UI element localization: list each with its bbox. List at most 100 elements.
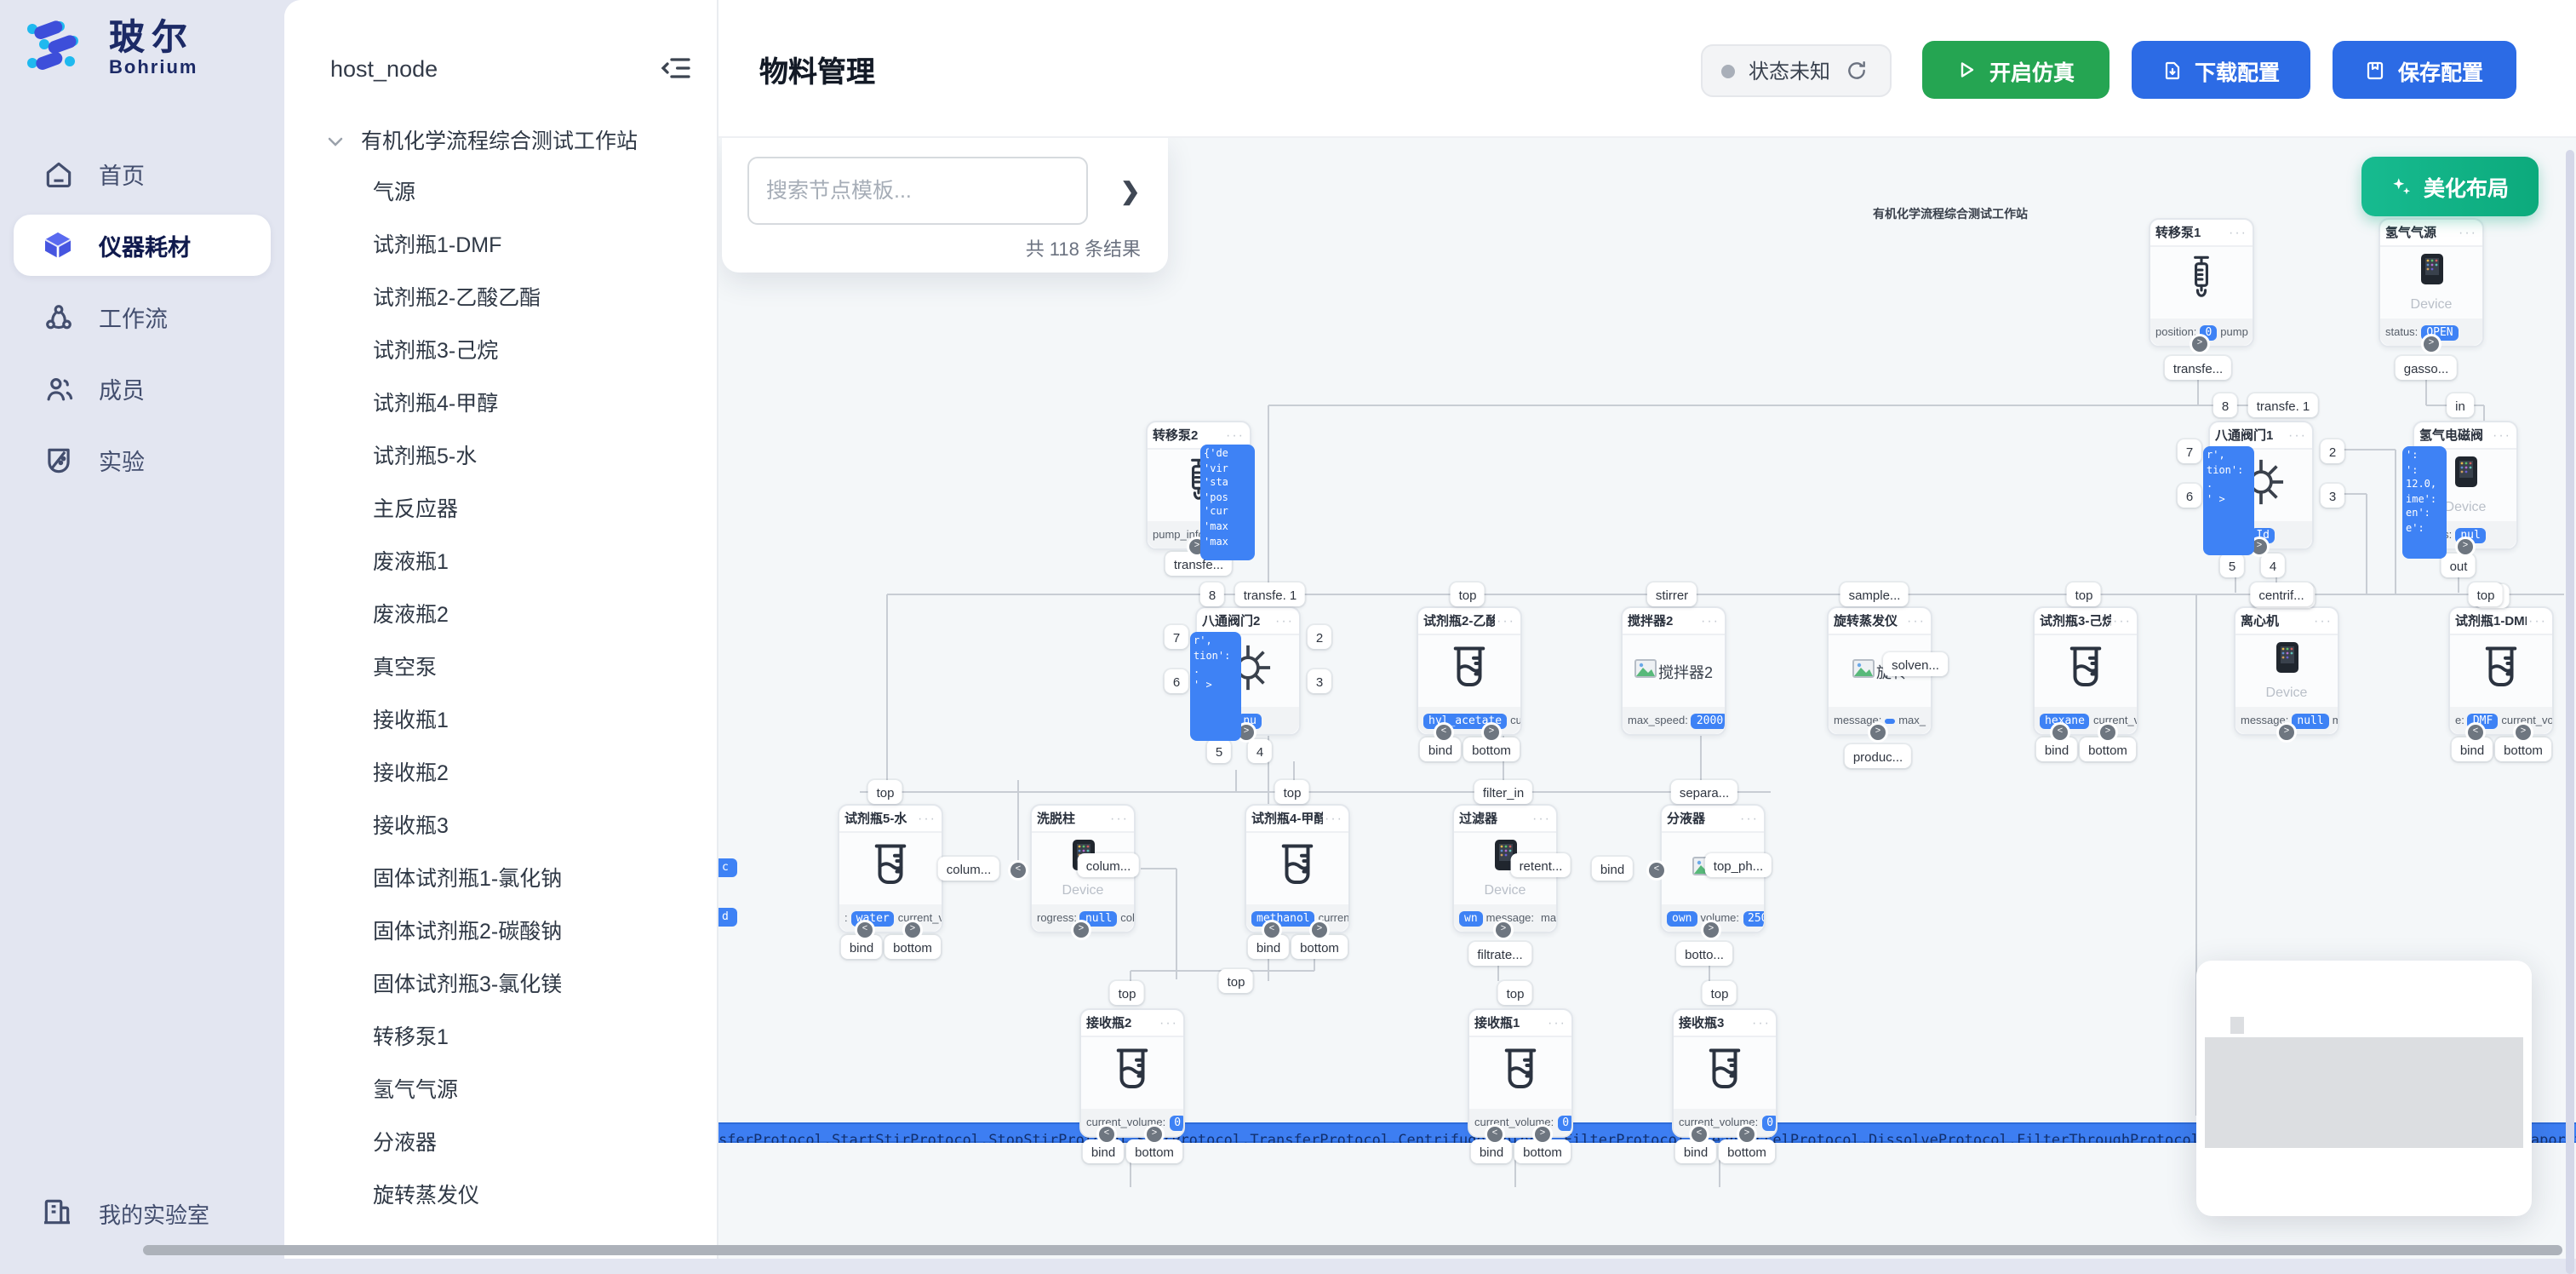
node-menu-icon[interactable]: ··· xyxy=(1907,613,1926,628)
flow-node[interactable]: 转移泵1 ··· position: 0 pump xyxy=(2149,218,2254,347)
flow-node[interactable]: 接收瓶1 ··· current_volume: 0 xyxy=(1468,1008,1573,1138)
horizontal-scrollbar[interactable] xyxy=(143,1245,2562,1255)
node-menu-icon[interactable]: ··· xyxy=(1226,428,1245,443)
node-menu-icon[interactable]: ··· xyxy=(918,811,936,826)
minimap[interactable] xyxy=(2196,961,2532,1216)
flow-node[interactable]: 试剂瓶1-DMF ··· e: DMF current_vol xyxy=(2448,606,2554,736)
node-menu-icon[interactable]: ··· xyxy=(1497,613,1515,628)
node-menu-icon[interactable]: ··· xyxy=(2113,613,2132,628)
sidebar-item-instruments[interactable]: 仪器耗材 xyxy=(14,215,271,276)
port-handle-icon[interactable]: > xyxy=(1239,725,1254,740)
port-handle-icon[interactable]: > xyxy=(1535,1127,1550,1142)
tree-item[interactable]: 试剂瓶1-DMF xyxy=(373,233,502,257)
param-value-badge[interactable]: hexane xyxy=(2040,713,2090,728)
node-menu-icon[interactable]: ··· xyxy=(2288,428,2307,443)
param-value-badge[interactable]: Id xyxy=(2251,527,2275,542)
flow-node[interactable]: 试剂瓶5-水 ···: water current_v xyxy=(838,804,943,933)
sidebar-item-members[interactable]: 成员 xyxy=(14,358,271,419)
port-handle-icon[interactable]: > xyxy=(1484,725,1499,740)
tree-item[interactable]: 固体试剂瓶1-氯化钠 xyxy=(373,867,563,891)
download-config-button[interactable]: 下载配置 xyxy=(2132,41,2310,99)
flow-node[interactable]: 搅拌器2 ··· 搅拌器2 max_speed: 2000 xyxy=(1621,606,1726,736)
node-menu-icon[interactable]: ··· xyxy=(2493,428,2511,443)
param-value-badge[interactable]: null xyxy=(1079,910,1118,926)
param-value-badge[interactable]: 0 xyxy=(1761,1115,1776,1130)
tree-item[interactable]: 真空泵 xyxy=(373,656,438,680)
search-input[interactable] xyxy=(747,157,1088,225)
search-expand-button[interactable]: ❯ xyxy=(1110,170,1148,211)
port-handle-icon[interactable]: < xyxy=(1010,863,1026,878)
collapse-panel-icon[interactable] xyxy=(659,51,693,85)
tree-item[interactable]: 氢气气源 xyxy=(373,1078,459,1102)
node-menu-icon[interactable]: ··· xyxy=(1159,1015,1178,1030)
port-handle-icon[interactable]: < xyxy=(1649,863,1664,878)
node-menu-icon[interactable]: ··· xyxy=(1740,811,1759,826)
port-handle-icon[interactable]: < xyxy=(2468,725,2483,740)
port-handle-icon[interactable]: > xyxy=(2192,336,2207,352)
status-badge[interactable]: 状态未知 xyxy=(1701,44,1892,97)
flow-canvas[interactable]: 有机化学流程综合测试工作站 sferProtocol,StartStirProt… xyxy=(718,138,2576,1259)
port-handle-icon[interactable]: < xyxy=(1436,725,1451,740)
port-handle-icon[interactable]: < xyxy=(857,922,873,938)
port-handle-icon[interactable]: > xyxy=(1312,922,1327,938)
tree-item[interactable]: 转移泵1 xyxy=(373,1025,449,1049)
sidebar-item-experiments[interactable]: 实验 xyxy=(14,429,271,491)
flow-node[interactable]: 接收瓶2 ··· current_volume: 0 xyxy=(1079,1008,1185,1138)
param-value-badge[interactable]: own xyxy=(1667,910,1697,926)
port-handle-icon[interactable]: > xyxy=(1703,922,1719,938)
param-value-badge[interactable]: nul xyxy=(2455,527,2486,542)
node-menu-icon[interactable]: ··· xyxy=(1548,1015,1566,1030)
tree-item[interactable]: 固体试剂瓶2-碳酸钠 xyxy=(373,920,563,944)
port-handle-icon[interactable]: > xyxy=(2424,336,2439,352)
sidebar-item-my-lab[interactable]: 我的实验室 xyxy=(14,1182,271,1243)
node-menu-icon[interactable]: ··· xyxy=(1110,811,1129,826)
port-handle-icon[interactable]: < xyxy=(1692,1127,1707,1142)
tree-item[interactable]: 废液瓶2 xyxy=(373,603,449,627)
beautify-layout-button[interactable]: 美化布局 xyxy=(2361,157,2539,216)
tree-item[interactable]: 接收瓶2 xyxy=(373,761,449,785)
port-handle-icon[interactable]: > xyxy=(1073,922,1089,938)
param-value-badge[interactable]: 2000 xyxy=(1691,713,1725,728)
port-handle-icon[interactable]: > xyxy=(1147,1127,1162,1142)
flow-node[interactable]: 试剂瓶2-乙酸乙酯··· hyl_acetatecurre xyxy=(1417,606,1522,736)
sidebar-item-home[interactable]: 首页 xyxy=(14,143,271,204)
port-handle-icon[interactable]: < xyxy=(1487,1127,1503,1142)
tree-item[interactable]: 接收瓶1 xyxy=(373,709,449,732)
sidebar-item-workflow[interactable]: 工作流 xyxy=(14,286,271,347)
port-handle-icon[interactable]: < xyxy=(1099,1127,1114,1142)
node-menu-icon[interactable]: ··· xyxy=(2229,225,2247,240)
port-handle-icon[interactable]: > xyxy=(1870,725,1886,740)
tree-item[interactable]: 试剂瓶4-甲醇 xyxy=(373,392,499,416)
port-handle-icon[interactable]: > xyxy=(2516,725,2531,740)
port-handle-icon[interactable]: > xyxy=(905,922,920,938)
flow-node[interactable]: 试剂瓶3-己烷 ··· hexane current_v xyxy=(2033,606,2138,736)
flow-node[interactable]: 试剂瓶4-甲醇··· methanolcurrent_ xyxy=(1245,804,1350,933)
port-handle-icon[interactable]: > xyxy=(1739,1127,1755,1142)
port-handle-icon[interactable]: > xyxy=(1496,922,1511,938)
port-handle-icon[interactable]: > xyxy=(2458,539,2473,554)
node-menu-icon[interactable]: ··· xyxy=(1325,811,1343,826)
flow-node[interactable]: 氢气气源 ··· Device status: OPEN xyxy=(2379,218,2484,347)
flow-node[interactable]: 接收瓶3 ··· current_volume: 0 xyxy=(1672,1008,1777,1138)
param-value-badge[interactable]: wn xyxy=(1459,910,1483,926)
tree-item[interactable]: 试剂瓶2-乙酸乙酯 xyxy=(373,286,541,310)
tree-item[interactable]: 试剂瓶3-己烷 xyxy=(373,339,499,363)
node-menu-icon[interactable]: ··· xyxy=(1532,811,1551,826)
param-value-badge[interactable]: 0 xyxy=(2200,324,2218,340)
port-handle-icon[interactable]: < xyxy=(1264,922,1279,938)
tree-item[interactable]: 分液器 xyxy=(373,1131,438,1155)
param-value-badge[interactable]: 0 xyxy=(1169,1115,1183,1130)
port-handle-icon[interactable]: < xyxy=(2052,725,2068,740)
node-menu-icon[interactable]: ··· xyxy=(1701,613,1720,628)
refresh-icon[interactable] xyxy=(1846,60,1868,82)
tree-item[interactable]: 接收瓶3 xyxy=(373,814,449,838)
node-menu-icon[interactable]: ··· xyxy=(1275,613,1294,628)
param-value-badge[interactable]: null xyxy=(2292,713,2329,728)
port-handle-icon[interactable]: > xyxy=(2100,725,2115,740)
tree-item[interactable]: 废液瓶1 xyxy=(373,550,449,574)
tree-item[interactable]: 气源 xyxy=(373,181,416,204)
param-value-badge[interactable]: nu xyxy=(1238,713,1262,728)
tree-item[interactable]: 试剂瓶5-水 xyxy=(373,445,478,468)
node-menu-icon[interactable]: ··· xyxy=(2314,613,2333,628)
